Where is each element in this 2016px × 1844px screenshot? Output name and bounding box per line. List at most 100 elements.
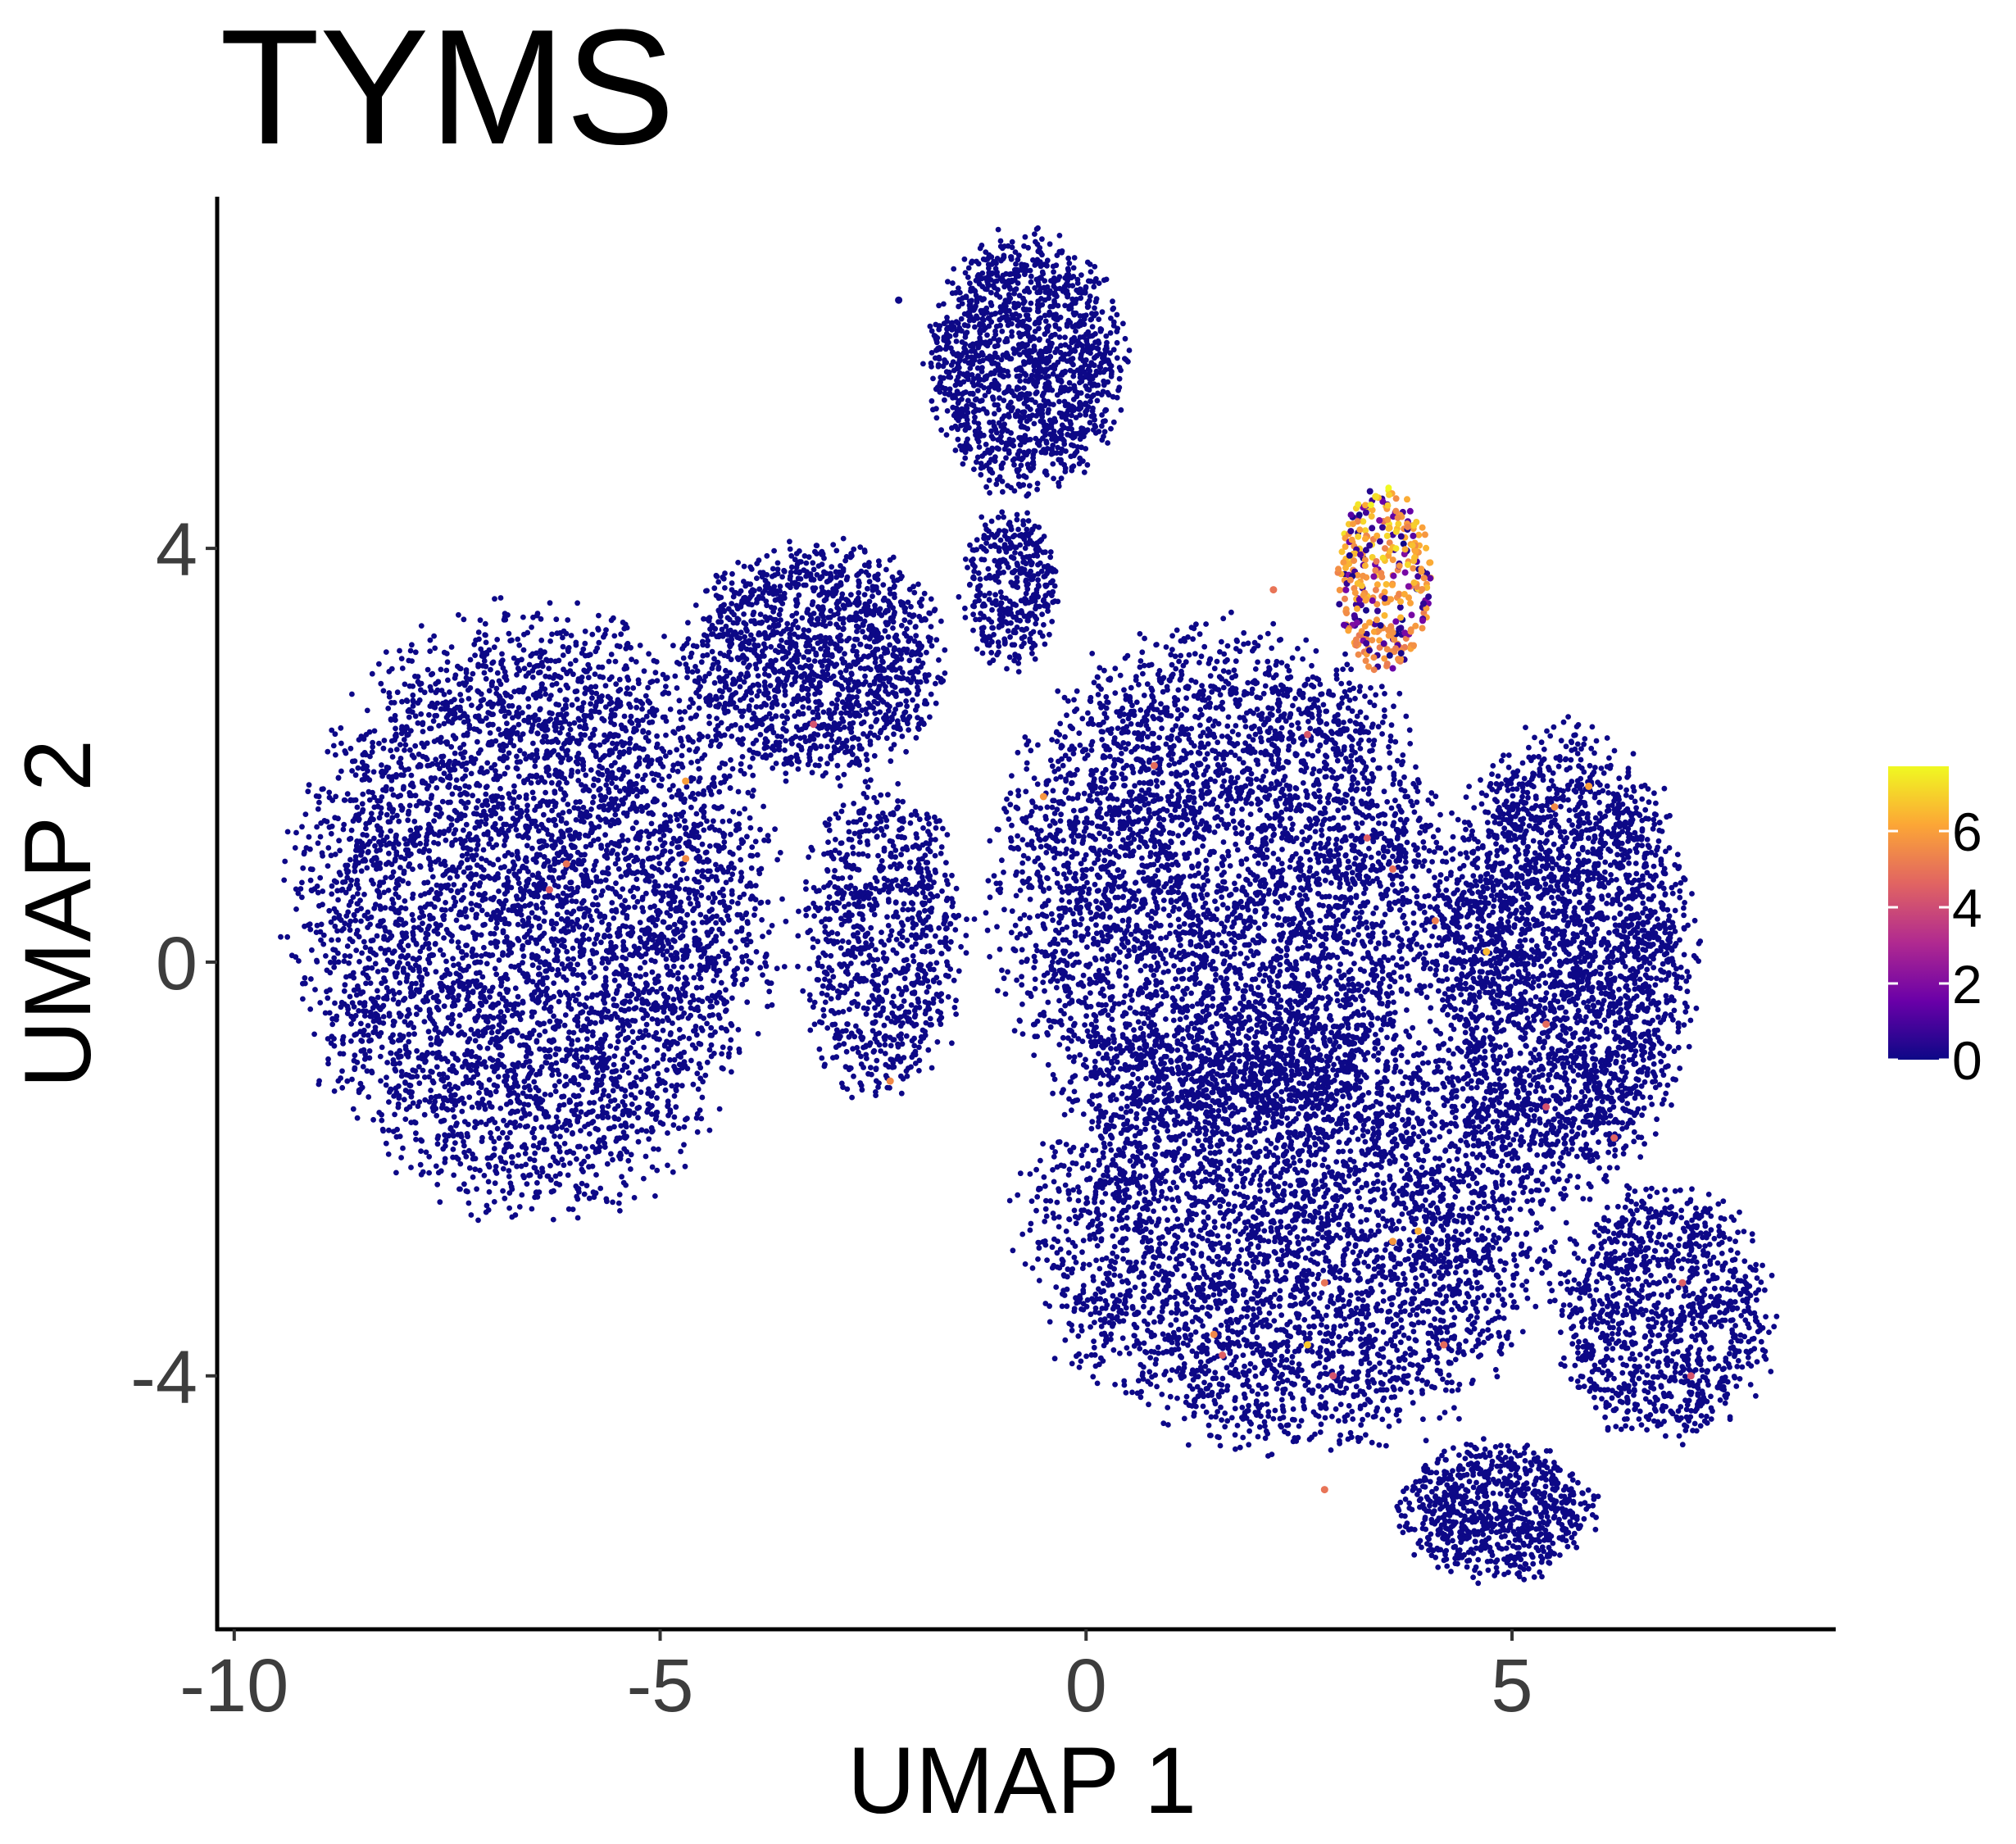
point bbox=[678, 716, 684, 723]
point bbox=[432, 1026, 438, 1033]
point bbox=[438, 666, 444, 673]
point bbox=[497, 1009, 504, 1015]
point bbox=[676, 886, 682, 892]
point bbox=[610, 1156, 615, 1163]
point bbox=[408, 1165, 414, 1170]
point bbox=[475, 629, 482, 635]
point bbox=[574, 938, 580, 944]
point bbox=[670, 1122, 677, 1129]
point bbox=[458, 751, 464, 757]
point bbox=[591, 888, 597, 894]
point bbox=[574, 1063, 580, 1070]
point bbox=[528, 729, 534, 734]
point bbox=[693, 811, 700, 817]
point bbox=[716, 1015, 723, 1021]
point bbox=[528, 780, 534, 786]
point bbox=[570, 1092, 577, 1098]
point bbox=[458, 1131, 464, 1138]
point bbox=[583, 772, 589, 779]
point bbox=[563, 1074, 569, 1079]
point bbox=[552, 728, 559, 734]
point bbox=[608, 850, 615, 856]
point bbox=[575, 706, 582, 711]
point bbox=[344, 1011, 351, 1016]
point bbox=[456, 961, 461, 967]
point bbox=[401, 868, 407, 874]
point bbox=[574, 761, 581, 767]
point bbox=[639, 808, 645, 814]
point bbox=[676, 697, 683, 704]
point bbox=[566, 1099, 573, 1106]
point bbox=[479, 663, 486, 669]
point bbox=[620, 967, 626, 974]
point bbox=[642, 971, 649, 978]
point bbox=[392, 1019, 397, 1025]
point bbox=[602, 1060, 609, 1065]
point bbox=[656, 1076, 662, 1083]
point bbox=[492, 596, 497, 602]
point bbox=[314, 824, 320, 830]
point bbox=[676, 844, 682, 850]
point bbox=[347, 993, 353, 1000]
point bbox=[534, 730, 541, 736]
point bbox=[434, 1112, 440, 1119]
point bbox=[514, 850, 520, 856]
point bbox=[716, 967, 722, 974]
point bbox=[460, 1064, 465, 1070]
point bbox=[565, 956, 571, 962]
point bbox=[667, 848, 674, 855]
point bbox=[525, 696, 531, 702]
point bbox=[580, 932, 586, 938]
point bbox=[594, 1077, 600, 1083]
point bbox=[376, 883, 383, 888]
point bbox=[405, 811, 411, 817]
point bbox=[475, 1217, 481, 1224]
point bbox=[473, 1054, 479, 1060]
point bbox=[708, 1053, 715, 1060]
point bbox=[511, 655, 517, 661]
point bbox=[351, 974, 357, 981]
point bbox=[499, 826, 505, 832]
point bbox=[581, 914, 588, 920]
point bbox=[406, 1050, 412, 1056]
point bbox=[644, 845, 651, 852]
point bbox=[396, 818, 402, 824]
point bbox=[491, 931, 497, 937]
point bbox=[653, 846, 660, 852]
point bbox=[599, 960, 606, 966]
point bbox=[605, 927, 611, 933]
point bbox=[394, 1126, 400, 1133]
point bbox=[597, 674, 603, 680]
point bbox=[527, 1064, 533, 1070]
point bbox=[461, 925, 467, 931]
point bbox=[549, 874, 555, 881]
point bbox=[562, 1057, 569, 1063]
point bbox=[380, 745, 387, 752]
point bbox=[352, 854, 359, 860]
point bbox=[583, 867, 588, 874]
point bbox=[597, 793, 604, 798]
point bbox=[605, 693, 611, 700]
point bbox=[613, 842, 620, 848]
point bbox=[632, 1049, 638, 1056]
point bbox=[506, 1168, 512, 1174]
point bbox=[348, 827, 355, 833]
point bbox=[411, 937, 417, 943]
point bbox=[456, 681, 462, 688]
point bbox=[566, 1118, 572, 1124]
point bbox=[620, 1028, 627, 1033]
point bbox=[497, 1155, 504, 1161]
point bbox=[337, 1051, 343, 1056]
point bbox=[741, 891, 747, 897]
point bbox=[547, 600, 553, 606]
point bbox=[425, 666, 431, 673]
point bbox=[509, 852, 515, 858]
point bbox=[704, 1020, 710, 1027]
point bbox=[613, 1079, 620, 1085]
point bbox=[644, 802, 651, 809]
point bbox=[379, 1044, 385, 1051]
point bbox=[567, 827, 573, 833]
point bbox=[340, 879, 346, 885]
point bbox=[502, 1195, 508, 1201]
point bbox=[614, 806, 620, 812]
